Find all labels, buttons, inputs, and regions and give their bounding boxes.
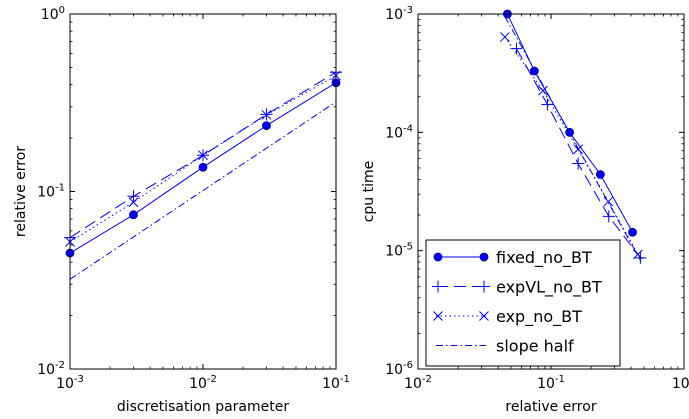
y-tick-label-exponent: -2	[55, 360, 65, 371]
x-tick-label-exponent: -1	[340, 374, 350, 385]
x-tick-label: 100	[672, 374, 689, 392]
series-line-exp_no_BT	[504, 36, 639, 255]
data-point-exp_no_BT	[198, 150, 208, 161]
y-tick-label-base: 10	[385, 244, 403, 260]
data-point-exp_no_BT	[261, 110, 272, 120]
data-point-fixed_no_BT	[262, 121, 271, 131]
x-axis-label: discretisation parameter	[117, 399, 290, 415]
x-tick-label-exponent: -2	[422, 374, 432, 385]
data-point-exp_no_BT	[633, 249, 643, 260]
data-point-fixed_no_BT	[198, 162, 208, 172]
legend-label-fixed_no_BT: fixed_no_BT	[496, 248, 592, 268]
x-tick-label: 10-1	[537, 374, 565, 392]
series-line-fixed_no_BT	[506, 14, 633, 233]
legend-label-exp_no_BT: exp_no_BT	[496, 307, 582, 327]
x-tick-label-base: 10	[322, 376, 340, 392]
legend-marker-expVL_no_BT	[478, 280, 490, 293]
y-tick-label: 10-2	[37, 360, 65, 378]
y-tick-label-base: 10	[37, 362, 55, 378]
x-tick-label-base: 10	[537, 376, 555, 392]
y-axis-label: cpu time	[361, 161, 377, 223]
y-tick-label: 10-1	[37, 183, 65, 201]
x-tick-label-base: 10	[404, 376, 422, 392]
x-axis-label: relative error	[505, 399, 596, 415]
x-tick-label-exponent: -2	[207, 374, 217, 385]
series-line-expVL_no_BT	[70, 71, 336, 239]
data-point-fixed_no_BT	[595, 170, 605, 179]
series-group	[70, 71, 336, 280]
data-point-expVL_no_BT	[510, 42, 523, 55]
x-tick-label-base: 10	[189, 376, 207, 392]
data-point-expVL_no_BT	[541, 98, 554, 111]
plot-frame	[69, 13, 337, 370]
x-tick-label-exponent: -3	[74, 374, 84, 385]
y-tick-label-exponent: -1	[55, 183, 65, 194]
data-point-exp_no_BT	[538, 85, 548, 96]
y-tick-label-exponent: -3	[403, 5, 413, 16]
y-tick-label-base: 10	[385, 125, 403, 141]
data-point-expVL_no_BT	[572, 157, 585, 170]
legend-marker-fixed_no_BT	[479, 252, 489, 262]
series-line-slope half	[70, 101, 336, 280]
y-tick-label: 10-4	[385, 123, 413, 141]
y-tick-label-base: 10	[385, 362, 403, 378]
y-tick-label-exponent: -5	[403, 242, 413, 253]
y-tick-label-exponent: 0	[59, 5, 65, 16]
data-point-expVL_no_BT	[634, 251, 647, 264]
y-tick-label-base: 10	[385, 7, 403, 23]
x-tick-label: 10-2	[404, 374, 432, 392]
x-tick-label: 10-2	[189, 374, 217, 392]
x-tick-label-base: 10	[56, 376, 74, 392]
y-tick-label: 10-3	[385, 5, 413, 23]
data-point-exp_no_BT	[573, 144, 584, 155]
data-point-fixed_no_BT	[565, 127, 575, 137]
legend-label-expVL_no_BT: expVL_no_BT	[496, 278, 602, 298]
series-line-slope half	[504, 16, 641, 261]
legend-box	[425, 239, 621, 367]
legend-marker-exp_no_BT	[433, 311, 443, 321]
data-point-expVL_no_BT	[127, 190, 140, 203]
y-tick-label: 10-5	[385, 242, 413, 260]
y-tick-label: 10-6	[385, 360, 413, 378]
x-tick-label: 10-3	[56, 374, 84, 392]
x-tick-label-base: 10	[672, 376, 689, 392]
y-tick-label-base: 10	[37, 185, 55, 201]
legend-marker-exp_no_BT	[479, 311, 489, 321]
y-tick-label-base: 10	[41, 7, 59, 23]
y-tick-label-exponent: -4	[403, 123, 413, 134]
legend-marker-fixed_no_BT	[433, 252, 443, 262]
x-tick-label: 10-1	[322, 374, 350, 392]
data-point-fixed_no_BT	[529, 66, 539, 76]
data-point-exp_no_BT	[128, 197, 139, 208]
x-tick-label-exponent: -1	[555, 374, 565, 385]
y-tick-label: 100	[41, 5, 65, 23]
y-axis-label: relative error	[13, 146, 29, 237]
y-tick-label-exponent: -6	[403, 360, 413, 371]
data-point-exp_no_BT	[500, 32, 510, 42]
series-group	[504, 14, 641, 261]
legend-label-slope half: slope half	[496, 337, 574, 356]
data-point-fixed_no_BT	[628, 227, 637, 237]
data-point-exp_no_BT	[603, 196, 614, 207]
legend-marker-expVL_no_BT	[432, 280, 444, 293]
data-point-expVL_no_BT	[602, 210, 615, 223]
plot-frame	[417, 13, 685, 370]
data-point-fixed_no_BT	[129, 210, 138, 220]
series-line-expVL_no_BT	[516, 48, 641, 259]
